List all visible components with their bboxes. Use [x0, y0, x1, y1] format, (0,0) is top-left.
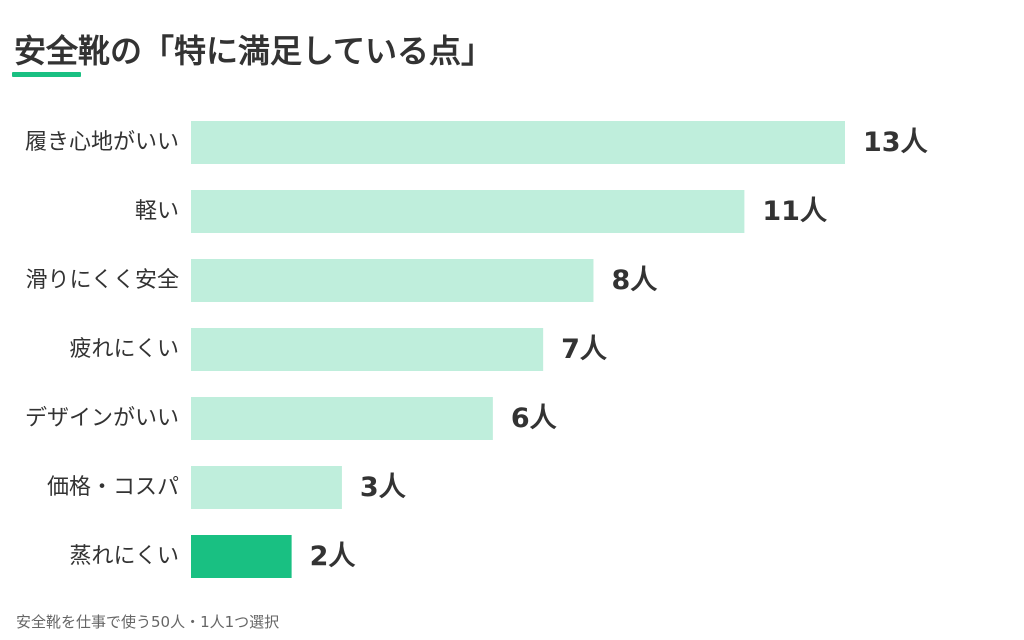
category-label: デザインがいい	[25, 406, 179, 431]
title-underline-accent	[12, 72, 81, 77]
value-label: 6人	[511, 403, 557, 434]
chart-title: 安全靴の「特に満足している点」	[14, 32, 494, 70]
category-label: 履き心地がいい	[25, 130, 179, 155]
bar	[191, 535, 292, 578]
category-label: 軽い	[135, 199, 179, 224]
value-label: 13人	[863, 127, 928, 158]
bar	[191, 121, 845, 164]
value-label: 2人	[310, 541, 356, 572]
value-label: 3人	[360, 472, 406, 503]
category-label: 価格・コスパ	[47, 475, 179, 500]
bar	[191, 466, 342, 509]
category-label: 蒸れにくい	[69, 544, 179, 569]
value-label: 7人	[561, 334, 607, 365]
value-label: 8人	[611, 265, 657, 296]
value-label: 11人	[762, 196, 827, 227]
category-label: 滑りにくく安全	[25, 268, 179, 293]
bar	[191, 328, 544, 371]
bar	[191, 397, 493, 440]
category-label: 疲れにくい	[69, 337, 179, 362]
bar	[191, 259, 594, 302]
survey-note: 安全靴を仕事で使う50人・1人1つ選択	[16, 613, 280, 631]
bar	[191, 190, 745, 233]
